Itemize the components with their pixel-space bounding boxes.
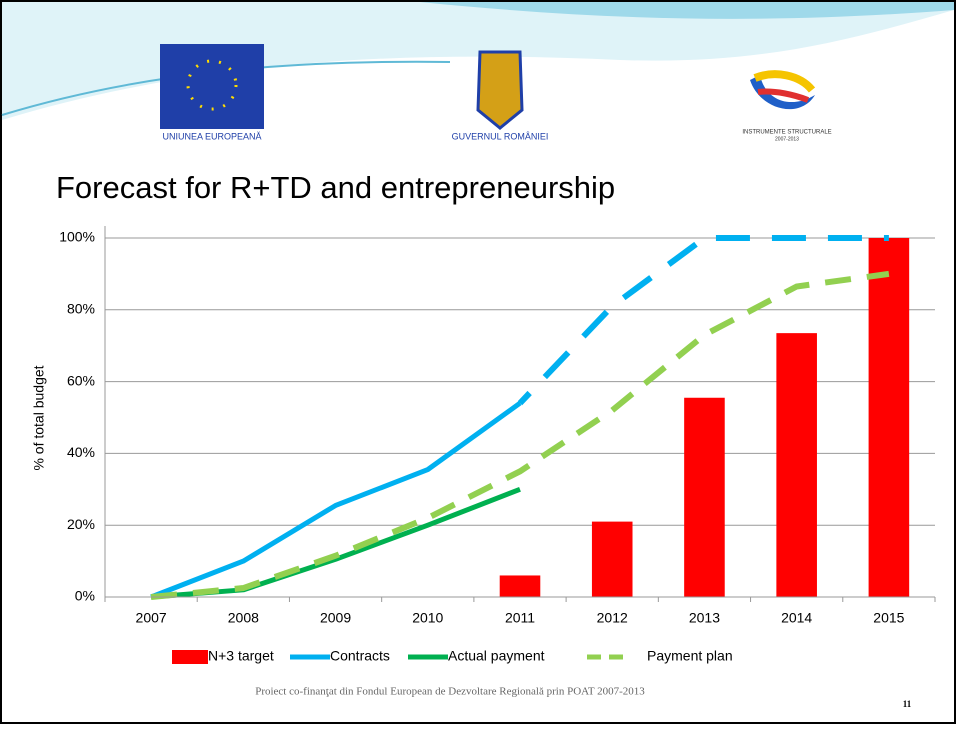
legend-label: Contracts (330, 648, 390, 664)
y-tick-label: 80% (67, 301, 95, 317)
x-tick-label: 2015 (873, 610, 904, 626)
y-tick-label: 0% (75, 588, 95, 604)
chart-title: Forecast for R+TD and entrepreneurship (56, 170, 615, 205)
y-axis-label: % of total budget (31, 365, 47, 470)
bar (776, 333, 817, 597)
eu-flag (160, 44, 264, 129)
logo-caption: GUVERNUL ROMÂNIEI (452, 131, 549, 141)
legend-swatch (172, 650, 208, 664)
legend-label: N+3 target (208, 648, 274, 664)
bar (499, 575, 541, 597)
header-wave-dark (420, 2, 954, 19)
footer-text: Proiect co-finanţat din Fondul European … (255, 686, 645, 698)
line-dashed (150, 270, 890, 600)
x-tick-label: 2014 (781, 610, 812, 626)
x-tick-label: 2012 (597, 610, 628, 626)
logo-caption: UNIUNEA EUROPEANĂ (162, 131, 261, 141)
bar (684, 397, 725, 597)
bar (591, 521, 633, 597)
legend-label: Payment plan (647, 648, 733, 664)
bar (868, 238, 910, 597)
x-tick-label: 2011 (505, 610, 535, 626)
x-tick-label: 2013 (689, 610, 720, 626)
y-tick-label: 60% (67, 372, 95, 388)
is-logo (753, 70, 816, 93)
line (150, 401, 522, 600)
y-tick-label: 40% (67, 444, 95, 460)
legend-label: Actual payment (448, 648, 545, 664)
x-tick-label: 2007 (136, 610, 167, 626)
eu-stars (186, 59, 238, 111)
header-wave (2, 2, 954, 120)
x-tick-label: 2008 (228, 610, 259, 626)
page-number: 11 (903, 699, 912, 709)
y-tick-label: 20% (67, 516, 95, 532)
logo-caption: 2007-2013 (775, 136, 799, 142)
is-logo (757, 88, 810, 103)
x-tick-label: 2010 (412, 610, 443, 626)
y-tick-label: 100% (59, 229, 95, 245)
logo-caption: INSTRUMENTE STRUCTURALE (742, 130, 831, 136)
is-logo (750, 75, 815, 110)
romania-coat (476, 50, 524, 130)
x-tick-label: 2009 (320, 610, 351, 626)
